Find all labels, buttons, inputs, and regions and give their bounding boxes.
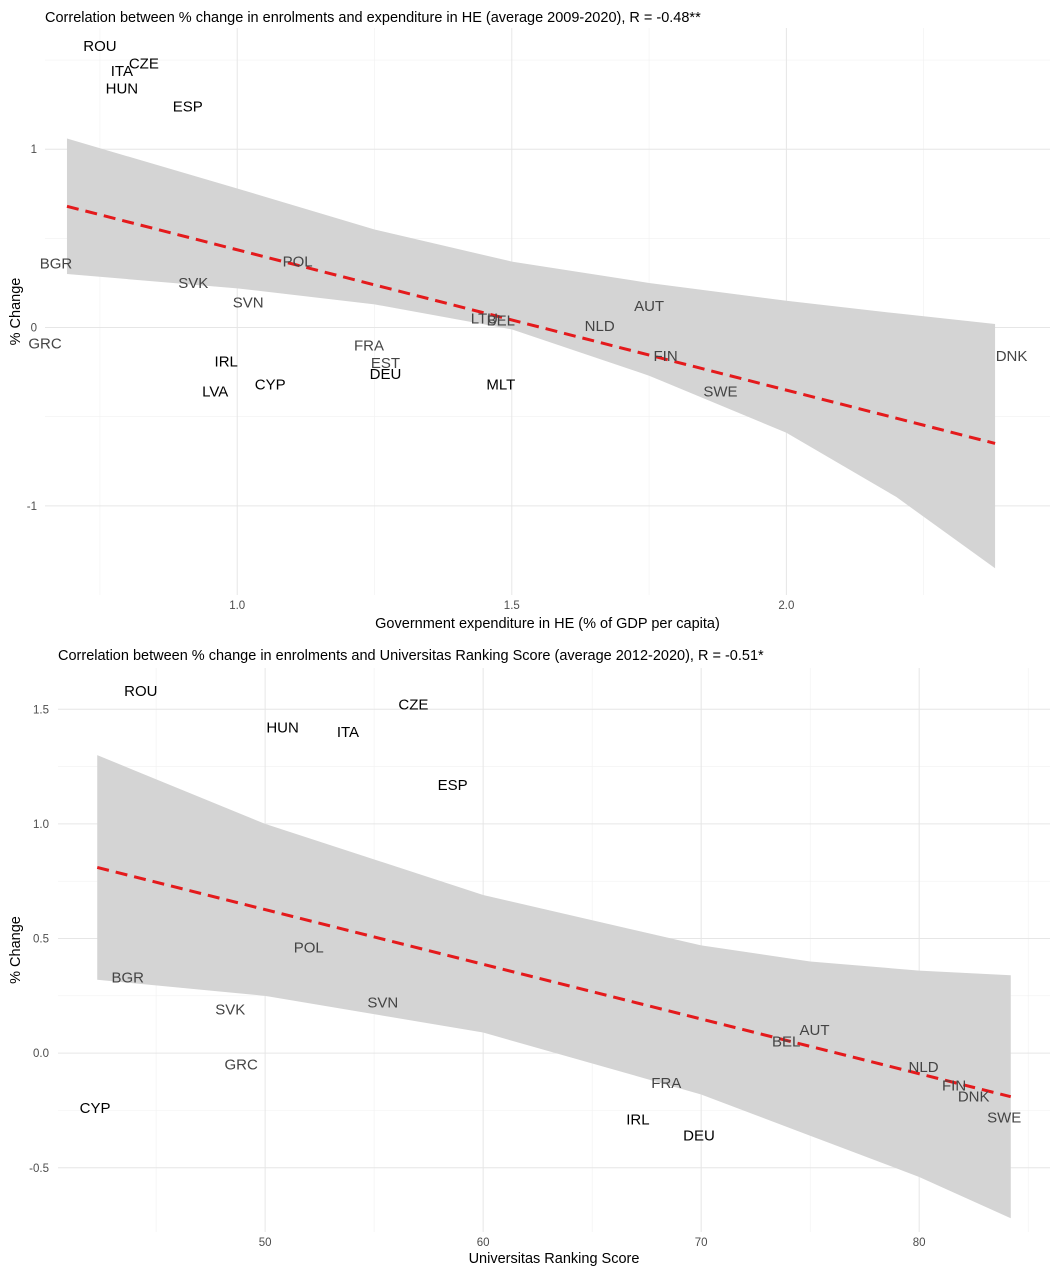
point-label-cze: CZE	[398, 697, 428, 714]
chart-title: Correlation between % change in enrolmen…	[45, 10, 701, 26]
point-label-swe: SWE	[987, 1109, 1021, 1126]
point-label-est: EST	[371, 355, 400, 372]
point-label-ita: ITA	[111, 63, 133, 80]
point-label-bel: BEL	[772, 1034, 800, 1051]
point-label-esp: ESP	[173, 98, 203, 115]
point-label-svn: SVN	[367, 995, 398, 1012]
point-label-dnk: DNK	[996, 348, 1028, 365]
point-label-fra: FRA	[354, 337, 384, 354]
point-label-cyp: CYP	[255, 377, 286, 394]
y-tick-label: 0.0	[33, 1048, 49, 1060]
y-tick-label: 0.5	[33, 934, 49, 946]
point-label-esp: ESP	[438, 777, 468, 794]
y-tick-label: 1	[31, 144, 37, 156]
point-label-dnk: DNK	[958, 1089, 990, 1106]
point-label-pol: POL	[294, 940, 324, 957]
point-label-mlt: MLT	[486, 377, 515, 394]
regression-line	[66, 204, 996, 445]
point-label-cze: CZE	[129, 56, 159, 73]
point-label-rou: ROU	[83, 38, 116, 55]
x-tick-label: 1.0	[229, 600, 245, 612]
x-axis-title: Universitas Ranking Score	[469, 1251, 640, 1267]
point-label-grc: GRC	[224, 1057, 258, 1074]
point-label-swe: SWE	[703, 384, 737, 401]
point-label-aut: AUT	[800, 1022, 830, 1039]
chart-panel-2: ROU HUN CZE ITA ESP POL BGR SVK SVN GRC CYP FRA IRL D…	[8, 648, 1050, 1267]
y-tick-label: 0	[31, 323, 37, 335]
point-label-aut: AUT	[634, 298, 664, 315]
point-label-ita: ITA	[337, 724, 359, 741]
point-label-svk: SVK	[215, 1002, 245, 1019]
point-label-svk: SVK	[178, 275, 208, 292]
point-label-ltu: LTU	[471, 311, 498, 328]
confidence-band	[97, 755, 1011, 1219]
x-tick-label: 80	[913, 1237, 926, 1249]
x-tick-label: 2.0	[778, 600, 794, 612]
point-label-cyp: CYP	[80, 1100, 111, 1117]
x-tick-label: 70	[695, 1237, 708, 1249]
point-label-irl: IRL	[215, 353, 238, 370]
point-label-fra: FRA	[651, 1075, 681, 1092]
x-axis-title: Government expenditure in HE (% of GDP p…	[375, 616, 720, 632]
point-label-bgr: BGR	[112, 970, 145, 987]
chart-title: Correlation between % change in enrolmen…	[58, 648, 764, 664]
x-tick-label: 50	[259, 1237, 272, 1249]
point-label-deu: DEU	[370, 366, 402, 383]
point-label-bel: BEL	[487, 312, 515, 329]
y-tick-label: -0.5	[29, 1163, 49, 1175]
point-label-hun: HUN	[266, 720, 299, 737]
point-label-svn: SVN	[233, 295, 264, 312]
point-label-rou: ROU	[124, 683, 157, 700]
y-tick-label: 1.5	[33, 704, 49, 716]
point-label-fin: FIN	[942, 1077, 966, 1094]
point-label-hun: HUN	[106, 81, 139, 98]
point-label-pol: POL	[283, 254, 313, 271]
y-axis-title: % Change	[8, 916, 24, 984]
point-label-deu: DEU	[683, 1128, 715, 1145]
x-tick-label: 1.5	[504, 600, 520, 612]
point-label-bgr: BGR	[40, 255, 73, 272]
y-axis-title: % Change	[8, 278, 24, 346]
point-label-nld: NLD	[909, 1059, 939, 1076]
x-tick-label: 60	[477, 1237, 490, 1249]
point-label-lva: LVA	[202, 384, 228, 401]
point-label-fin: FIN	[653, 348, 677, 365]
confidence-band	[66, 138, 996, 569]
point-label-grc: GRC	[28, 336, 62, 353]
point-label-nld: NLD	[585, 318, 615, 335]
y-tick-label: -1	[27, 501, 37, 513]
regression-line	[96, 866, 1012, 1099]
point-label-irl: IRL	[626, 1112, 649, 1129]
y-tick-label: 1.0	[33, 819, 49, 831]
